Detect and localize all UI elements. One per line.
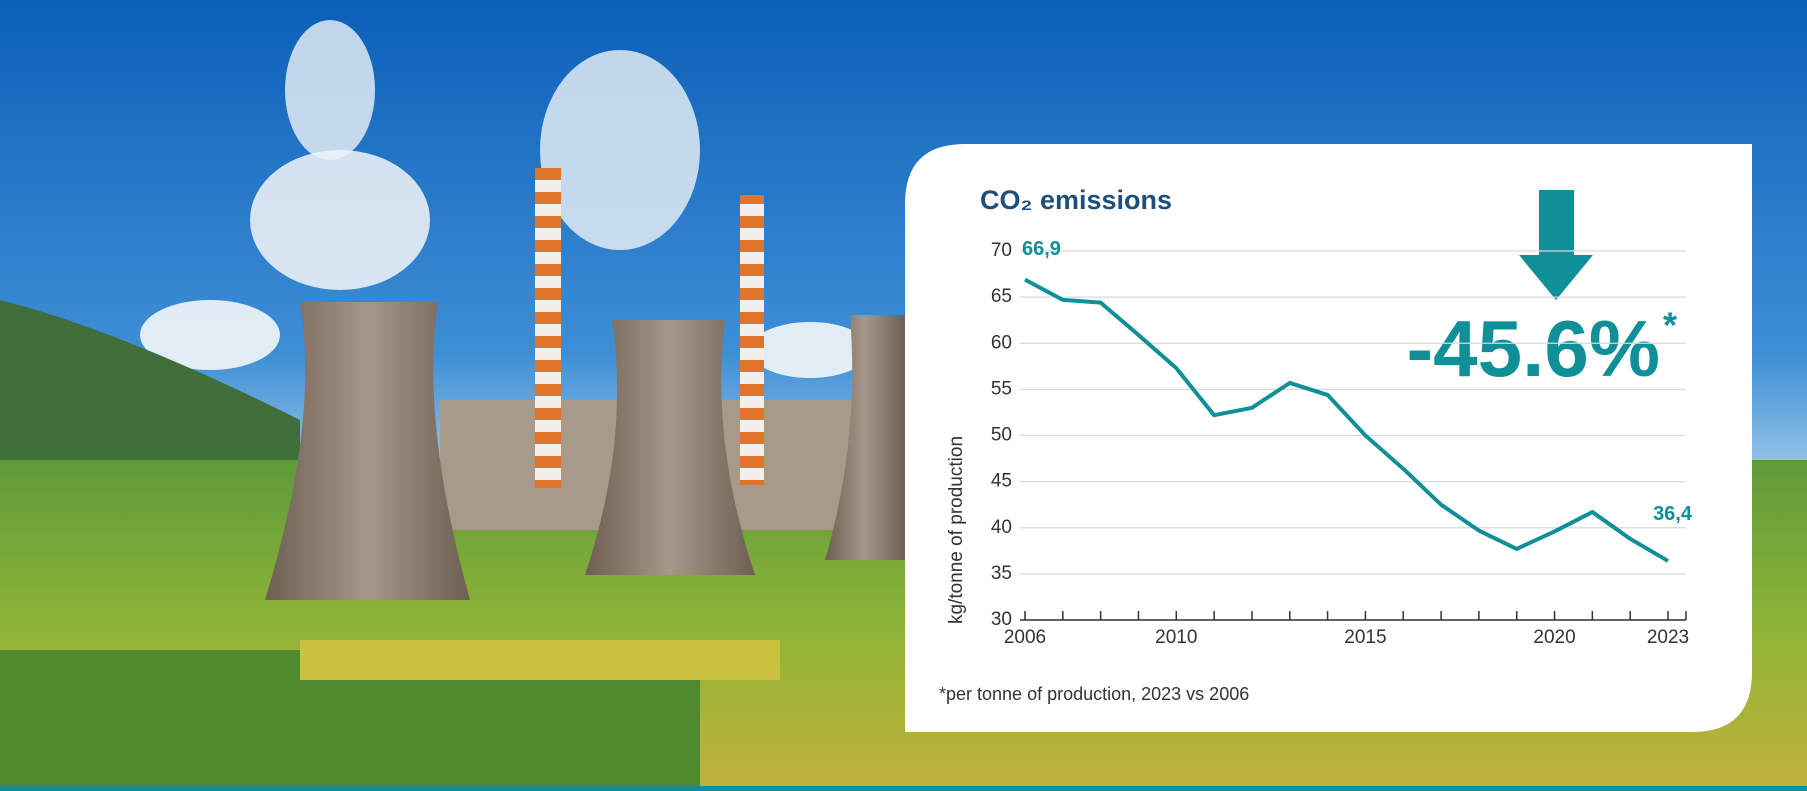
- x-tick-label: 2020: [1533, 627, 1575, 648]
- x-tick-label: 2006: [1004, 627, 1046, 648]
- chart-title: CO₂ emissions: [980, 185, 1172, 215]
- x-tick-label: 2015: [1344, 627, 1386, 648]
- x-tick-label: 2010: [1155, 627, 1197, 648]
- change-label: -45.6%: [1407, 304, 1660, 393]
- y-tick-label: 55: [991, 378, 1012, 399]
- y-tick-label: 35: [991, 563, 1012, 584]
- change-mark: *: [1663, 305, 1677, 346]
- x-tick-label: 2023: [1647, 627, 1689, 648]
- down-arrow: [1519, 190, 1593, 300]
- chart-card: [905, 144, 1752, 732]
- value-label: 36,4: [1653, 503, 1693, 525]
- y-tick-label: 40: [991, 517, 1012, 538]
- y-axis-label: kg/tonne of production: [946, 436, 967, 624]
- value-label: 66,9: [1022, 238, 1061, 260]
- y-tick-label: 50: [991, 425, 1012, 446]
- y-tick-label: 45: [991, 471, 1012, 492]
- y-tick-label: 70: [991, 240, 1012, 261]
- y-tick-label: 30: [991, 609, 1012, 630]
- footnote: *per tonne of production, 2023 vs 2006: [939, 684, 1249, 704]
- data-line: [1024, 277, 1670, 563]
- y-tick-label: 65: [991, 286, 1012, 307]
- y-tick-label: 60: [991, 332, 1012, 353]
